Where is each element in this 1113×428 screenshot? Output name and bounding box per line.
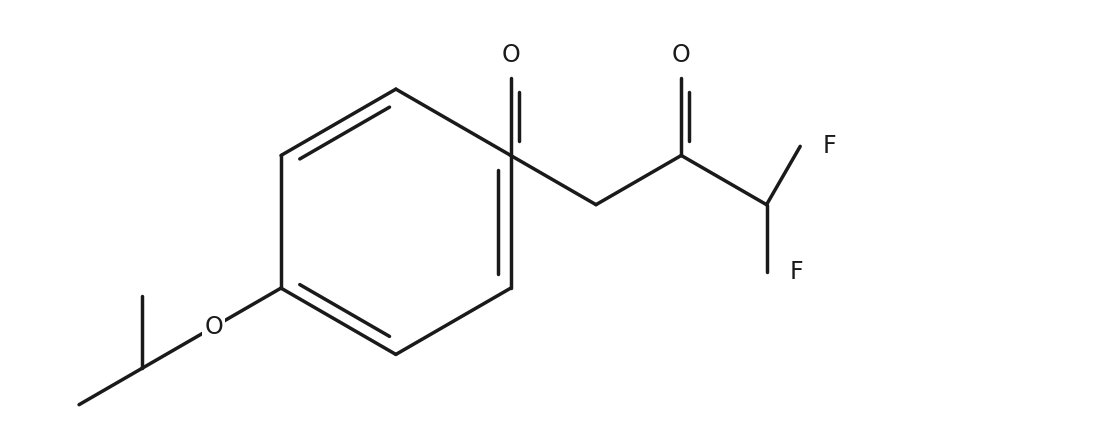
Text: F: F [789,260,802,284]
Text: O: O [205,315,223,339]
Text: O: O [672,43,691,67]
Text: F: F [823,134,837,158]
Text: O: O [501,43,520,67]
